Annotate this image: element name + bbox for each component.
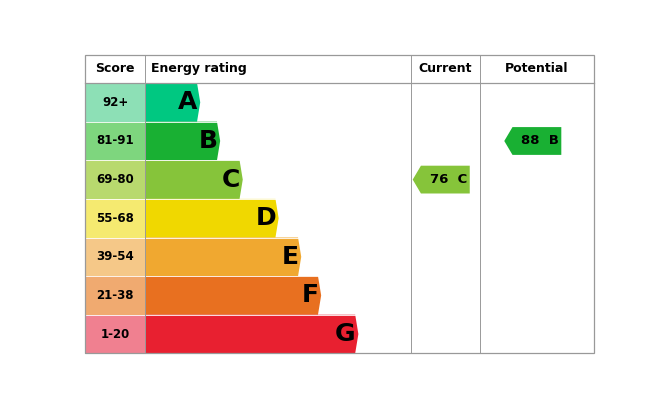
Text: Score: Score xyxy=(95,62,135,76)
Text: Current: Current xyxy=(418,62,472,76)
Text: 55-68: 55-68 xyxy=(96,212,135,225)
Text: B: B xyxy=(199,129,217,153)
Polygon shape xyxy=(86,83,145,122)
Polygon shape xyxy=(86,238,145,276)
Polygon shape xyxy=(505,127,562,155)
Text: 92+: 92+ xyxy=(102,96,129,109)
Polygon shape xyxy=(145,83,200,122)
Polygon shape xyxy=(145,122,220,160)
Polygon shape xyxy=(145,160,243,199)
Polygon shape xyxy=(86,199,145,238)
Polygon shape xyxy=(145,315,359,354)
Polygon shape xyxy=(412,166,470,194)
Polygon shape xyxy=(86,160,145,199)
Text: 21-38: 21-38 xyxy=(97,289,134,302)
Text: C: C xyxy=(222,168,240,191)
Polygon shape xyxy=(86,276,145,315)
Polygon shape xyxy=(145,238,301,276)
Text: F: F xyxy=(302,284,319,307)
Text: 76  C: 76 C xyxy=(430,173,467,186)
Text: Potential: Potential xyxy=(505,62,569,76)
Text: D: D xyxy=(255,206,276,230)
Text: Energy rating: Energy rating xyxy=(151,62,247,76)
Polygon shape xyxy=(145,199,278,238)
Text: E: E xyxy=(282,245,298,269)
Polygon shape xyxy=(86,122,145,160)
Polygon shape xyxy=(145,276,321,315)
Polygon shape xyxy=(86,315,145,354)
Text: 39-54: 39-54 xyxy=(96,250,134,263)
Text: 69-80: 69-80 xyxy=(96,173,134,186)
Text: 81-91: 81-91 xyxy=(97,135,134,147)
Text: 88  B: 88 B xyxy=(521,135,559,147)
Text: G: G xyxy=(335,322,356,346)
Text: A: A xyxy=(178,90,198,114)
Text: 1-20: 1-20 xyxy=(101,328,130,341)
